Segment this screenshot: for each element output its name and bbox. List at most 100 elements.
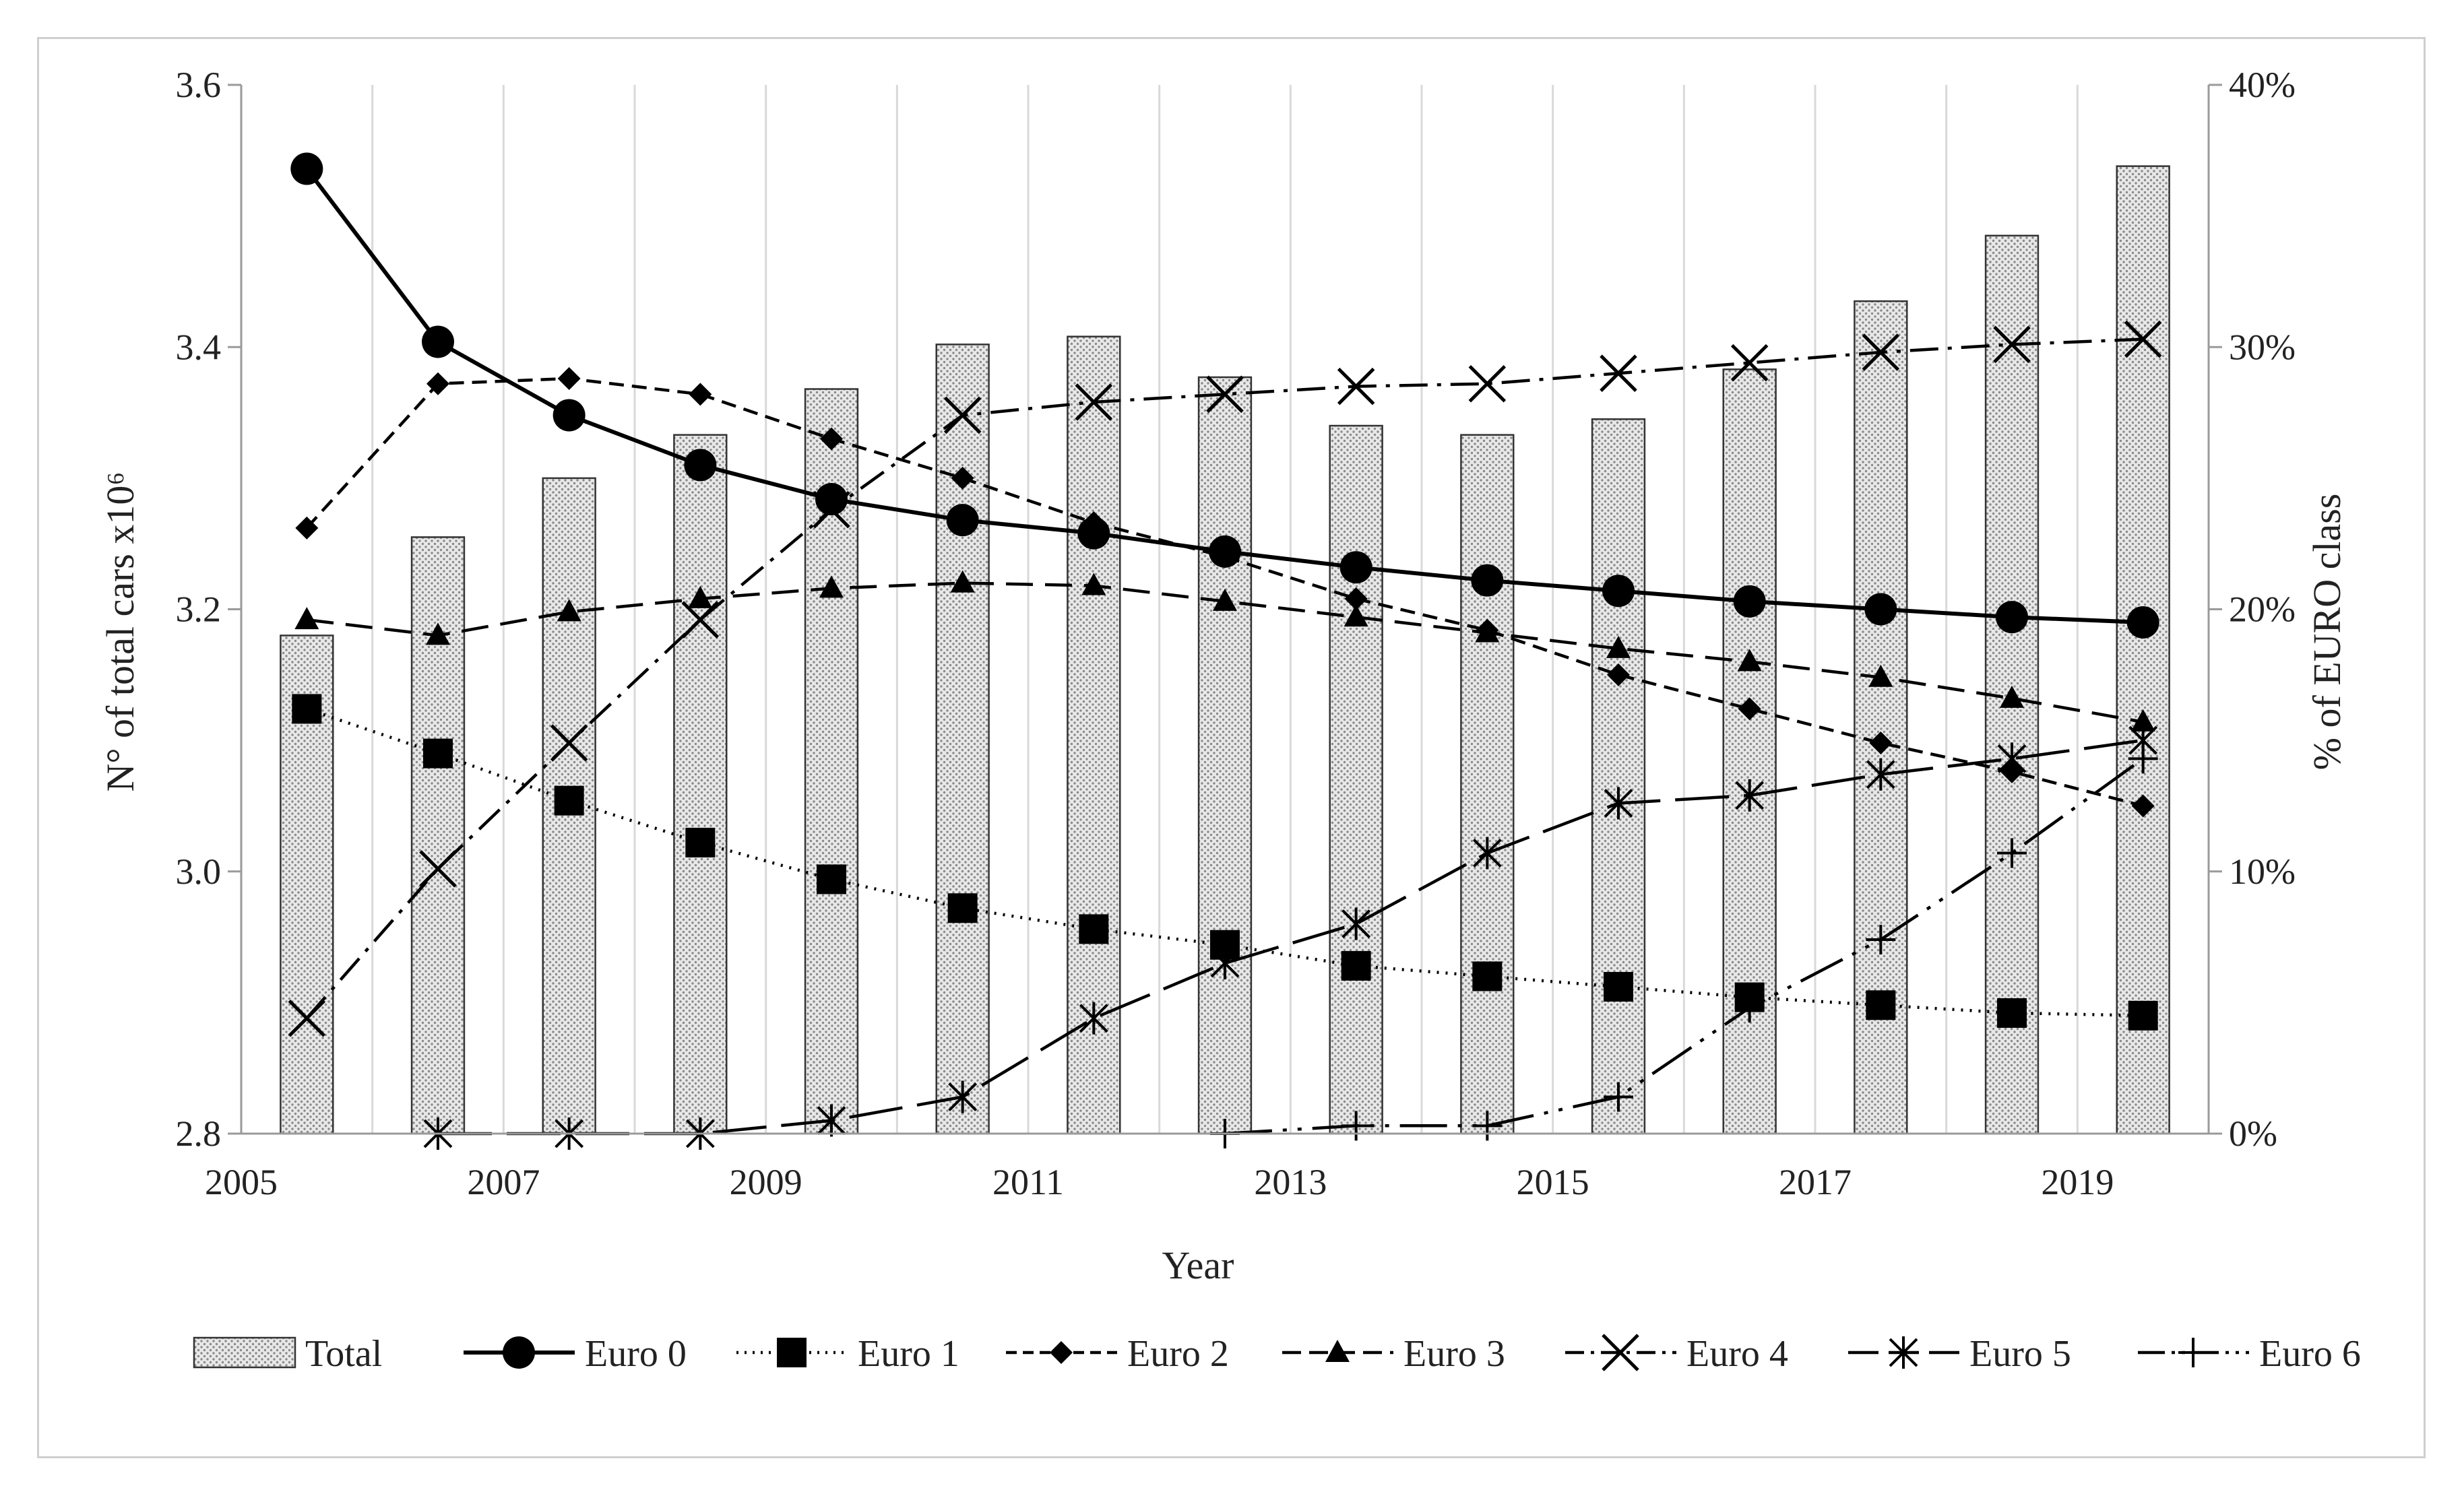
point-euro-3 bbox=[1344, 604, 1368, 627]
point-euro-5 bbox=[1472, 837, 1502, 870]
point-euro-0 bbox=[1602, 575, 1635, 608]
x-tick-label: 2013 bbox=[1254, 1162, 1327, 1202]
y-axis-right-label: % of EURO class bbox=[2305, 494, 2349, 771]
legend-label-euro-4: Euro 4 bbox=[1686, 1333, 1788, 1375]
point-euro-3 bbox=[688, 585, 713, 608]
y-left-tick-label: 3.6 bbox=[176, 65, 222, 105]
point-euro-3 bbox=[1606, 635, 1631, 658]
point-euro-6 bbox=[1997, 838, 2027, 868]
legend: Total Euro 0 Euro 1 Euro 2 Euro 3 Euro 4 Euro … bbox=[193, 1333, 2361, 1375]
bar-total bbox=[1329, 424, 1383, 1135]
point-euro-1 bbox=[1472, 961, 1503, 991]
legend-label-euro-6: Euro 6 bbox=[2259, 1333, 2361, 1375]
bar-total bbox=[1460, 434, 1515, 1135]
point-euro-3 bbox=[426, 622, 450, 645]
euro-class-chart: 2.8 3.0 3.2 3.4 3.6 0% 10% 20% 30% 40% 2005 2007 200… bbox=[98, 65, 2361, 1375]
point-euro-6 bbox=[2128, 744, 2158, 774]
point-euro-3 bbox=[294, 607, 319, 630]
y-axis-left-label: N° of total cars x10⁶ bbox=[98, 471, 142, 791]
point-euro-2 bbox=[689, 383, 712, 406]
legend-label-euro-3: Euro 3 bbox=[1403, 1333, 1505, 1375]
point-euro-0 bbox=[684, 449, 717, 482]
point-euro-4 bbox=[1075, 383, 1113, 421]
legend-marker-euro-5 bbox=[1889, 1336, 1918, 1369]
point-euro-3 bbox=[1868, 664, 1893, 687]
y-right-tick-label: 10% bbox=[2229, 851, 2296, 892]
point-euro-1 bbox=[1341, 950, 1371, 981]
legend-label-euro-5: Euro 5 bbox=[1969, 1333, 2071, 1375]
point-euro-4 bbox=[1862, 333, 1900, 371]
point-euro-2 bbox=[557, 366, 581, 390]
point-euro-1 bbox=[1866, 990, 1896, 1020]
point-euro-4 bbox=[1337, 367, 1375, 405]
legend-marker-euro-4 bbox=[1602, 1334, 1639, 1371]
point-euro-3 bbox=[2130, 709, 2155, 731]
point-euro-4 bbox=[1993, 325, 2031, 364]
y-left-tick-label: 3.4 bbox=[176, 327, 222, 367]
point-euro-5 bbox=[1210, 946, 1240, 979]
grid-layer bbox=[240, 85, 2210, 1134]
point-euro-2 bbox=[295, 516, 319, 540]
point-euro-5 bbox=[1341, 907, 1371, 940]
point-euro-2 bbox=[1607, 663, 1630, 686]
series-line-euro-5 bbox=[438, 738, 2144, 1136]
point-euro-1 bbox=[947, 893, 978, 923]
y-left-tick-label: 3.2 bbox=[176, 589, 222, 630]
point-euro-2 bbox=[1082, 511, 1106, 535]
point-euro-1 bbox=[817, 864, 846, 895]
x-tick-label: 2009 bbox=[730, 1162, 802, 1202]
point-euro-4 bbox=[813, 490, 850, 529]
point-euro-2 bbox=[1213, 545, 1236, 568]
x-axis-label: Year bbox=[1162, 1243, 1234, 1287]
point-euro-1 bbox=[554, 785, 584, 816]
point-euro-3 bbox=[2000, 685, 2024, 708]
point-euro-4 bbox=[419, 850, 457, 888]
bar-total bbox=[935, 344, 990, 1135]
point-euro-5 bbox=[1735, 779, 1765, 812]
y-left-tick-label: 3.0 bbox=[176, 851, 222, 892]
y-right-tick-label: 30% bbox=[2229, 327, 2296, 367]
bar-total bbox=[1197, 376, 1253, 1135]
legend-swatch-total bbox=[193, 1336, 296, 1369]
point-euro-2 bbox=[820, 427, 843, 451]
axis-layer: 2.8 3.0 3.2 3.4 3.6 0% 10% 20% 30% 40% 2005 2007 200… bbox=[176, 65, 2296, 1202]
point-euro-1 bbox=[292, 694, 322, 724]
point-euro-6 bbox=[1604, 1082, 1633, 1112]
point-euro-0 bbox=[946, 504, 979, 537]
point-euro-1 bbox=[1079, 914, 1109, 944]
x-tick-label: 2019 bbox=[2041, 1162, 2114, 1202]
y-right-tick-label: 0% bbox=[2229, 1113, 2277, 1154]
point-euro-5 bbox=[1604, 787, 1633, 820]
legend-label-euro-2: Euro 2 bbox=[1127, 1333, 1229, 1375]
legend-marker-euro-3 bbox=[1325, 1340, 1350, 1362]
point-euro-0 bbox=[1339, 551, 1372, 584]
point-euro-1 bbox=[1604, 972, 1633, 1002]
point-euro-2 bbox=[2131, 794, 2155, 818]
point-euro-2 bbox=[1344, 587, 1368, 610]
legend-marker-euro-1 bbox=[777, 1338, 807, 1367]
point-euro-1 bbox=[2128, 1000, 2158, 1031]
point-euro-1 bbox=[685, 827, 716, 857]
point-euro-6 bbox=[1866, 924, 1896, 954]
legend-marker-euro-6 bbox=[2178, 1338, 2208, 1367]
y-left-tick-label: 2.8 bbox=[176, 1113, 222, 1154]
legend-label-euro-1: Euro 1 bbox=[858, 1333, 959, 1375]
point-euro-2 bbox=[1869, 731, 1893, 755]
point-euro-3 bbox=[1213, 588, 1237, 611]
point-euro-4 bbox=[550, 724, 588, 762]
point-euro-3 bbox=[557, 599, 581, 622]
point-euro-4 bbox=[1730, 344, 1769, 382]
point-euro-0 bbox=[1864, 593, 1897, 626]
point-euro-0 bbox=[2126, 606, 2159, 639]
point-euro-4 bbox=[943, 396, 982, 434]
point-euro-0 bbox=[815, 483, 848, 516]
point-euro-0 bbox=[290, 152, 323, 185]
x-tick-label: 2007 bbox=[467, 1162, 540, 1202]
legend-marker-euro-0 bbox=[503, 1336, 535, 1369]
point-euro-5 bbox=[948, 1080, 978, 1113]
point-euro-2 bbox=[1738, 697, 1761, 721]
point-euro-4 bbox=[1468, 364, 1507, 403]
point-euro-5 bbox=[1866, 758, 1895, 791]
point-euro-6 bbox=[1341, 1111, 1371, 1141]
point-euro-5 bbox=[1997, 742, 2027, 775]
